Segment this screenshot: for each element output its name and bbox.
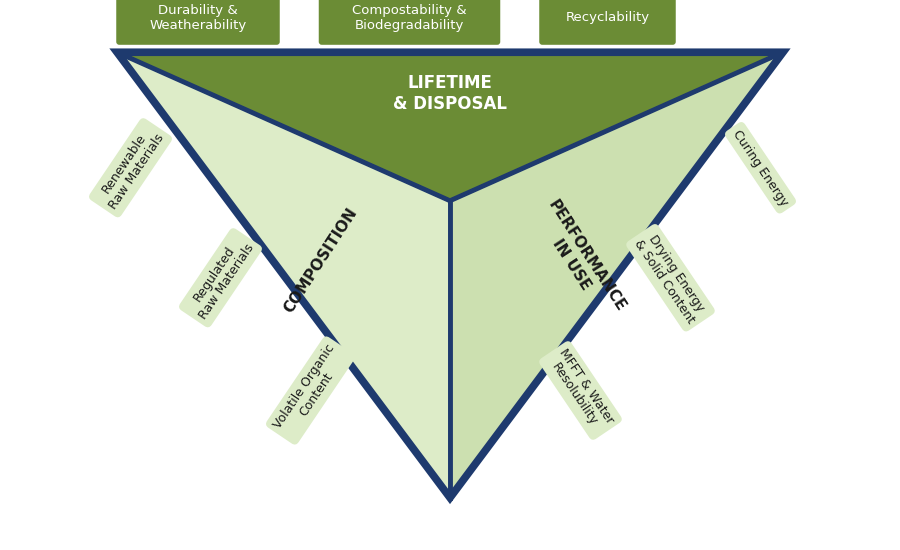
Text: COMPOSITION: COMPOSITION <box>282 205 361 316</box>
Text: Compostability &
Biodegradability: Compostability & Biodegradability <box>352 4 467 31</box>
Text: Regulated
Raw Materials: Regulated Raw Materials <box>184 233 256 322</box>
Text: LIFETIME
& DISPOSAL: LIFETIME & DISPOSAL <box>393 74 507 113</box>
Text: Renewable
Raw Materials: Renewable Raw Materials <box>94 123 166 212</box>
Polygon shape <box>117 52 783 498</box>
Text: MFFT & Water
Resolubility: MFFT & Water Resolubility <box>544 346 616 434</box>
FancyBboxPatch shape <box>116 0 280 45</box>
Text: PERFORMANCE
IN USE: PERFORMANCE IN USE <box>530 197 628 323</box>
Polygon shape <box>117 52 783 201</box>
Text: Volatile Organic
Content: Volatile Organic Content <box>271 342 350 439</box>
Text: Drying Energy
& Solid Content: Drying Energy & Solid Content <box>632 229 709 326</box>
Text: Durability &
Weatherability: Durability & Weatherability <box>149 4 247 31</box>
FancyBboxPatch shape <box>539 0 676 45</box>
Polygon shape <box>450 52 783 498</box>
Polygon shape <box>117 52 450 498</box>
Text: Curing Energy: Curing Energy <box>730 127 791 208</box>
FancyBboxPatch shape <box>319 0 500 45</box>
Text: Recyclability: Recyclability <box>565 11 650 24</box>
